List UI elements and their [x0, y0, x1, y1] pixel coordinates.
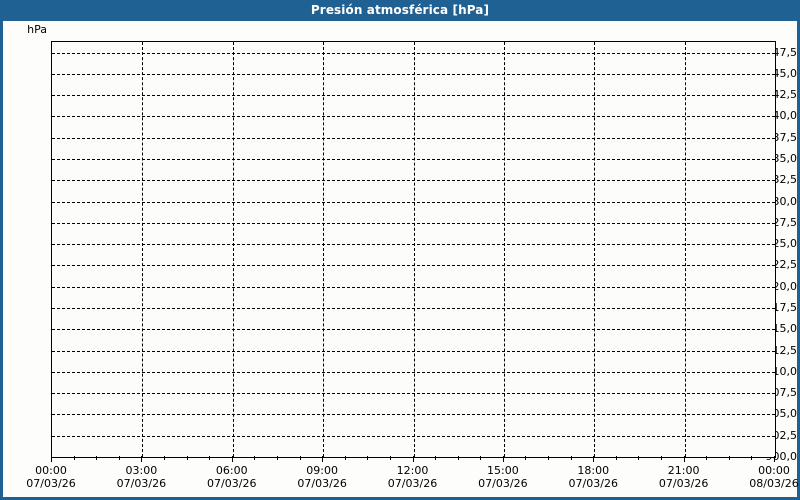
- x-tick-mark-minor: [276, 456, 278, 460]
- gridline-vertical: [594, 42, 596, 457]
- gridline-vertical: [232, 42, 234, 457]
- y-tick-label: 902,5: [765, 428, 798, 442]
- x-tick-mark-minor: [186, 456, 188, 460]
- x-tick-time: 06:00: [215, 464, 248, 477]
- x-tick-label: 15:00 07/03/26: [458, 464, 548, 490]
- x-tick-mark-minor: [73, 456, 75, 460]
- x-tick-mark-major: [502, 456, 504, 462]
- x-tick-mark-minor: [299, 456, 301, 460]
- gridline-vertical: [413, 42, 415, 457]
- x-tick-mark-major: [51, 456, 52, 462]
- x-tick-time: 15:00: [487, 464, 519, 477]
- x-tick-mark-minor: [435, 456, 437, 460]
- x-tick-mark-minor: [254, 456, 256, 460]
- x-tick-date: 07/03/26: [658, 477, 709, 490]
- x-tick-date: 07/03/26: [478, 477, 528, 490]
- x-tick-mark-minor: [570, 456, 572, 460]
- x-tick-time: 21:00: [667, 464, 700, 477]
- x-tick-mark-minor: [615, 456, 617, 460]
- y-tick-label: 910,0: [765, 364, 798, 378]
- y-axis-title: hPa: [27, 23, 47, 36]
- plot-area[interactable]: [51, 41, 776, 458]
- x-tick-mark-minor: [118, 456, 120, 460]
- y-tick-label: 900,0: [765, 450, 798, 463]
- y-tick-label: 917,5: [765, 301, 798, 315]
- x-tick-time: 03:00: [125, 464, 158, 477]
- chart-title-bar: Presión atmosférica [hPa]: [0, 0, 800, 21]
- x-tick-mark-major: [593, 456, 595, 462]
- x-tick-mark-minor: [163, 456, 165, 460]
- x-tick-mark-minor: [209, 456, 211, 460]
- x-tick-label: 00:00 07/03/26: [6, 464, 96, 490]
- x-tick-mark-minor: [367, 456, 369, 460]
- y-tick-label: 932,5: [765, 173, 798, 187]
- x-tick-date: 08/03/26: [749, 477, 799, 490]
- y-tick-label: 930,0: [765, 194, 798, 208]
- x-tick-mark-minor: [525, 456, 527, 460]
- x-tick-mark-minor: [389, 456, 391, 460]
- x-tick-date: 07/03/26: [297, 477, 347, 490]
- y-tick-label: 945,0: [765, 66, 798, 80]
- x-tick-label: 09:00 07/03/26: [277, 464, 367, 490]
- x-tick-mark-minor: [548, 456, 550, 460]
- x-tick-mark-minor: [706, 456, 708, 460]
- x-tick-mark-minor: [457, 456, 459, 460]
- x-tick-label: 21:00 07/03/26: [639, 464, 729, 490]
- y-tick-label: 927,5: [765, 215, 798, 229]
- x-tick-date: 07/03/26: [116, 477, 167, 490]
- x-tick-time: 00:00: [35, 464, 67, 477]
- y-tick-label: 925,0: [765, 237, 798, 251]
- y-tick-label: 942,5: [765, 88, 798, 102]
- x-tick-label: 03:00 07/03/26: [96, 464, 186, 490]
- x-tick-time: 18:00: [577, 464, 610, 477]
- x-tick-mark-minor: [638, 456, 640, 460]
- x-tick-mark-major: [774, 456, 775, 462]
- y-tick-label: 922,5: [765, 258, 798, 272]
- x-tick-date: 07/03/26: [26, 477, 76, 490]
- x-tick-mark-minor: [751, 456, 753, 460]
- x-tick-mark-minor: [480, 456, 482, 460]
- x-tick-time: 12:00: [396, 464, 429, 477]
- x-tick-mark-major: [412, 456, 414, 462]
- y-tick-label: 905,0: [765, 407, 798, 421]
- x-tick-time: 09:00: [306, 464, 338, 477]
- x-tick-mark-major: [322, 456, 324, 462]
- x-tick-mark-major: [231, 456, 233, 462]
- y-tick-label: 920,0: [765, 279, 798, 293]
- y-tick-label: 947,5: [765, 45, 798, 59]
- x-tick-mark-minor: [661, 456, 663, 460]
- x-tick-label: 00:00 08/03/26: [729, 464, 800, 490]
- y-tick-label: 912,5: [765, 343, 798, 357]
- plot-wrapper: hPa 947,5 945,0 942,5 940,0 937,5 935,0 932,5 9…: [3, 21, 800, 497]
- gridline-vertical: [684, 42, 686, 457]
- gridline-vertical: [323, 42, 325, 457]
- x-tick-label: 06:00 07/03/26: [187, 464, 277, 490]
- x-tick-mark-minor: [96, 456, 98, 460]
- x-tick-label: 12:00 07/03/26: [368, 464, 458, 490]
- x-tick-time: 00:00: [758, 464, 790, 477]
- y-tick-label: 935,0: [765, 152, 798, 166]
- x-tick-date: 07/03/26: [387, 477, 438, 490]
- y-tick-label: 915,0: [765, 322, 798, 336]
- x-tick-mark-major: [141, 456, 143, 462]
- y-tick-label: 937,5: [765, 130, 798, 144]
- x-tick-mark-major: [683, 456, 685, 462]
- x-tick-label: 18:00 07/03/26: [548, 464, 638, 490]
- y-tick-label: 940,0: [765, 109, 798, 123]
- y-tick-label: 907,5: [765, 386, 798, 400]
- x-tick-date: 07/03/26: [207, 477, 257, 490]
- x-tick-mark-minor: [344, 456, 346, 460]
- gridline-vertical: [142, 42, 144, 457]
- x-tick-date: 07/03/26: [568, 477, 618, 490]
- gridline-vertical: [503, 42, 505, 457]
- x-tick-mark-minor: [728, 456, 730, 460]
